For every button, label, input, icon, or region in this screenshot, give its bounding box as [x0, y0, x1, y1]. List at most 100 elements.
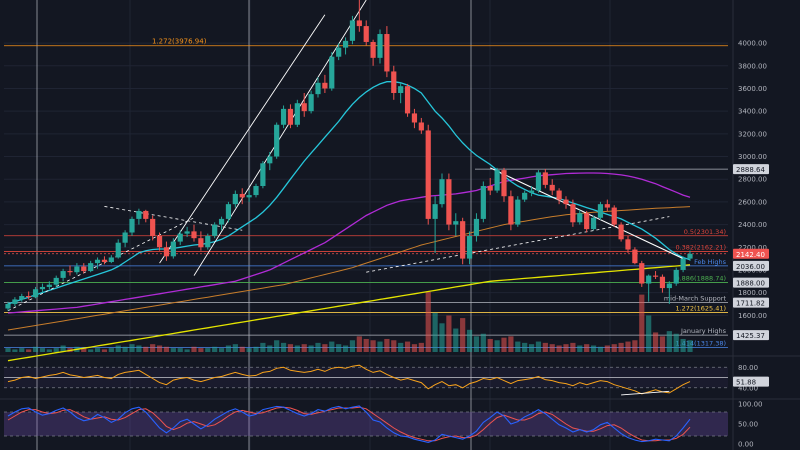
volume-bar [398, 342, 404, 352]
price-tag-label: 1888.00 [736, 280, 765, 288]
volume-bar [322, 344, 328, 352]
volume-bar [232, 344, 238, 352]
volume-bar [122, 346, 128, 352]
volume-bar [177, 348, 183, 352]
candle-body [212, 224, 218, 236]
candle-body [625, 239, 631, 250]
volume-bar [163, 346, 170, 352]
volume-bar [646, 315, 652, 352]
level-label: 1.272(3976.94) [152, 38, 207, 46]
candle-body [315, 82, 321, 95]
level-label: 0.886(1888.74) [675, 275, 726, 283]
candle-body [342, 40, 349, 48]
volume-bar [274, 340, 280, 352]
candle-body [129, 218, 135, 233]
candle-body [425, 130, 431, 219]
candle-body [418, 122, 424, 131]
candle-body [94, 259, 101, 264]
candle-body [363, 26, 369, 42]
candle-body [535, 172, 542, 191]
candle-body [170, 241, 176, 257]
price-tick-label: 2400.00 [738, 221, 767, 229]
volume-bar [418, 342, 424, 352]
level-label: 0.5(2301.34) [684, 228, 726, 236]
candle-body [274, 124, 280, 157]
volume-bar [136, 345, 142, 352]
candle-body [184, 231, 190, 234]
volume-bar [39, 348, 46, 352]
volume-bar [94, 348, 101, 352]
volume-bar [143, 346, 149, 352]
candle-body [267, 156, 273, 164]
candle-body [528, 190, 535, 193]
candle-body [680, 258, 686, 270]
candle-body [687, 253, 693, 259]
candle-body [225, 204, 232, 219]
moving-averages [7, 81, 691, 362]
rsi-tick-label: 40.00 [738, 384, 758, 392]
volume-bar [342, 345, 349, 352]
volume-bar [425, 292, 431, 352]
volume-bar [570, 342, 576, 352]
volume-bar [508, 336, 514, 352]
volume-bar [577, 345, 583, 352]
price-tick-label: 1800.00 [738, 289, 767, 297]
volume-bar [542, 342, 548, 352]
candle-body [32, 289, 39, 298]
volume-bar [666, 331, 672, 352]
volume-bar [280, 342, 287, 352]
volume-bar [218, 348, 225, 352]
volume-bar [363, 338, 369, 352]
volume-bar [384, 338, 390, 352]
price-tags: 2888.64 2142.40 2036.00 1888.00 1711.82 1425.… [733, 164, 769, 387]
volume-bar [46, 349, 52, 352]
volume-bar [129, 344, 135, 352]
volume-bar [267, 345, 273, 352]
volume-bar [246, 348, 252, 352]
volume-bar [5, 348, 11, 352]
volume-bar [584, 344, 590, 352]
volume-bar [411, 344, 418, 352]
candle-body [163, 247, 170, 257]
trendline [159, 14, 326, 264]
trendline [193, 0, 367, 276]
candle-body [522, 192, 528, 200]
volume-bar [528, 344, 535, 352]
volume-bar [659, 336, 666, 352]
candle-body [404, 86, 411, 114]
volume-bar [460, 318, 466, 352]
price-tick-label: 2600.00 [738, 198, 767, 206]
stoch-tick-label: 50.00 [738, 421, 758, 429]
candle-body [611, 207, 617, 225]
candle-body [473, 218, 480, 236]
candle-body [19, 296, 25, 300]
candle-body [411, 113, 418, 123]
volume-bar [253, 346, 259, 352]
price-tag-box [733, 260, 769, 271]
price-tick-label: 3200.00 [738, 130, 767, 138]
volume-bar [453, 328, 459, 352]
volume-bar [466, 329, 473, 352]
candle-body [597, 204, 604, 218]
price-tag-box [733, 330, 769, 341]
candle-body [632, 249, 638, 264]
volume-bar [632, 340, 638, 352]
candle-body [590, 217, 597, 230]
candle-body [260, 163, 266, 187]
candlesticks[interactable] [5, 0, 693, 311]
candle-body [384, 34, 390, 72]
candle-body [287, 108, 294, 125]
level-label: January Highs [680, 327, 727, 335]
volume-bar [88, 349, 94, 352]
candle-body [501, 170, 507, 197]
price-tag-box [733, 164, 769, 175]
volume-bar [115, 345, 121, 352]
candle-body [101, 259, 108, 262]
price-tick-label: 3000.00 [738, 153, 767, 161]
volume-bar [101, 349, 108, 352]
volume-bar [501, 337, 507, 352]
candle-body [60, 271, 66, 278]
candle-body [584, 213, 590, 230]
volume-bar [329, 341, 335, 352]
